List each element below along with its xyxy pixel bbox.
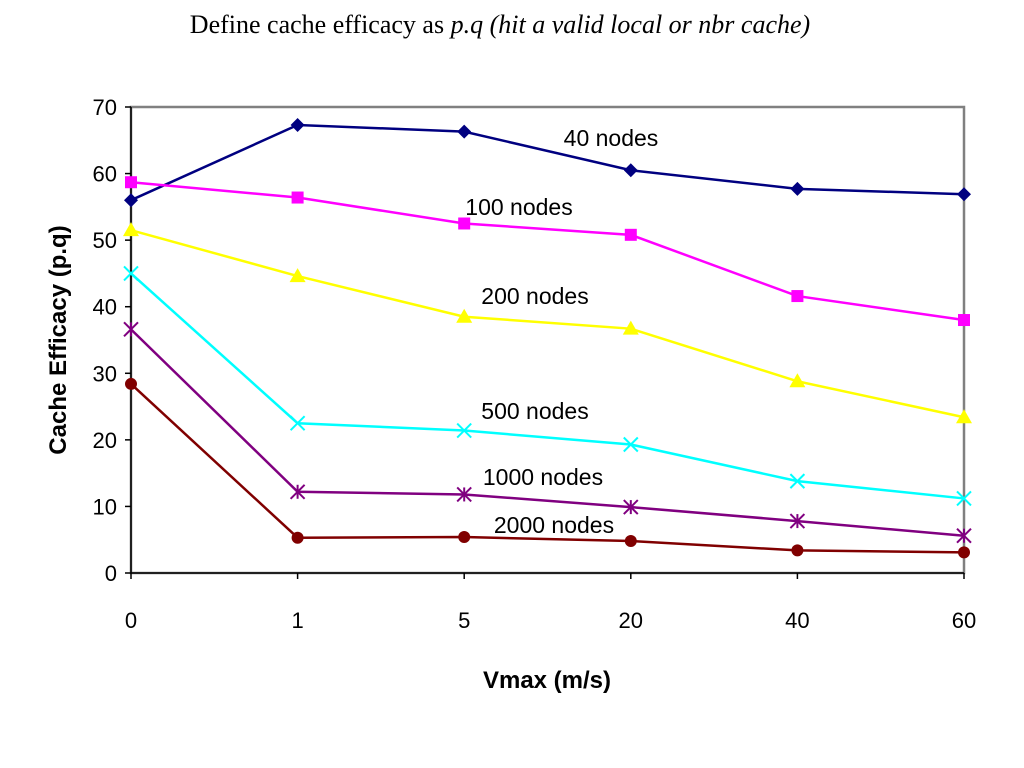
y-tick-label: 10 [93,494,117,519]
series-line [130,272,965,500]
data-point [123,265,139,282]
data-point [623,163,638,178]
series-2000-nodes [125,377,970,559]
data-point [456,308,473,323]
data-point [958,314,970,327]
x-tick-label: 40 [785,608,809,633]
series-line [130,383,965,554]
data-point [789,473,806,489]
data-point [956,528,972,544]
series-label: 200 nodes [481,283,588,309]
data-point [789,513,806,529]
data-point [624,535,637,548]
x-tick-label: 0 [125,608,137,633]
data-point [623,499,639,515]
y-axis-title: Cache Efficacy (p.q) [45,225,72,454]
data-point [623,436,639,453]
series-labels: 40 nodes 100 nodes 200 nodes 500 nodes 1000 … [465,125,658,538]
series-label: 2000 nodes [494,512,614,538]
data-point [124,193,138,208]
data-point [956,490,972,507]
series-line [130,123,965,202]
data-point [291,531,304,544]
data-point [125,377,137,390]
data-point [290,117,305,132]
y-tick-label: 70 [93,95,117,120]
x-tick-label: 1 [291,608,303,633]
series-line [130,180,965,322]
slide-title-italic: p.q (hit a valid local or nbr cache) [450,10,811,39]
series-line [130,328,965,537]
series-group [123,117,972,559]
data-point [956,409,972,424]
series-label: 40 nodes [564,125,659,151]
x-axis-title: Vmax (m/s) [483,667,611,694]
y-tick-label: 60 [93,162,117,187]
series-label: 500 nodes [481,398,588,424]
data-point [458,531,471,544]
slide-title: Define cache efficacy as p.q (hit a vali… [0,10,1000,40]
series-500-nodes [123,265,972,507]
data-point [289,484,306,500]
slide-title-plain: Define cache efficacy as [189,10,451,39]
series-1000-nodes [123,321,972,544]
data-point [123,321,139,338]
series-100-nodes [125,176,970,327]
data-point [790,181,805,196]
data-point [957,187,971,202]
x-tick-label: 20 [619,608,643,633]
data-point [123,222,139,237]
axes: 0 10 20 30 40 50 60 70 0 1 5 20 40 60 [93,95,977,633]
plot-area-frame [129,105,966,575]
y-tick-label: 0 [105,561,117,586]
data-point [289,415,306,431]
data-point [789,373,806,388]
data-point [624,228,637,241]
series-label: 100 nodes [465,194,572,220]
y-tick-label: 40 [93,295,117,320]
x-tick-label: 5 [458,608,470,633]
series-40-nodes [124,117,971,208]
data-point [622,320,639,335]
data-point [457,124,472,139]
data-point [125,176,137,189]
data-point [291,191,304,204]
x-tick-label: 60 [952,608,976,633]
y-tick-label: 30 [93,361,117,386]
data-point [958,546,970,559]
data-point [289,268,306,283]
data-point [458,217,471,230]
y-tick-label: 50 [93,228,117,253]
y-tick-label: 20 [93,428,117,453]
series-line [130,228,965,419]
data-point [456,486,472,503]
data-point [791,290,804,303]
series-label: 1000 nodes [483,464,603,490]
series-200-nodes [123,222,972,424]
data-point [456,422,472,439]
data-point [791,544,804,557]
